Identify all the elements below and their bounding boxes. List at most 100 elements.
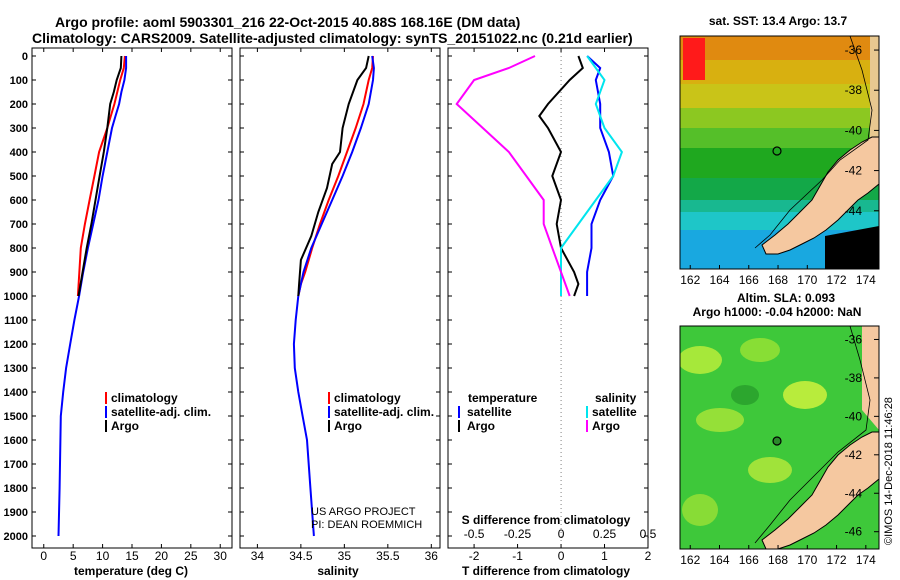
s-tick-label: 0 xyxy=(558,527,565,541)
lat-tick-label: -46 xyxy=(845,525,863,539)
x-tick-label: 20 xyxy=(155,549,169,563)
x-tick-label: 10 xyxy=(96,549,110,563)
x-tick-label: 1 xyxy=(601,549,608,563)
lon-tick-label: 170 xyxy=(797,273,817,287)
legend-label: Argo xyxy=(334,419,362,433)
depth-tick-label: 2000 xyxy=(4,531,28,543)
map-axes: -36 -38 -40 -42 -44 -46 162 164 166 168 170 172 174 -… xyxy=(680,43,879,567)
salinity-legend: climatology satellite-adj. clim. Argo xyxy=(328,391,434,433)
sst-map-frame xyxy=(679,35,880,270)
lat-tick-label: -44 xyxy=(845,486,863,500)
s-tick-label: -0.25 xyxy=(504,527,532,541)
lat-tick-label: -36 xyxy=(845,43,863,57)
legend-label: climatology xyxy=(111,391,178,405)
temperature-panel xyxy=(31,47,233,549)
x-tick-label: 35.5 xyxy=(376,549,400,563)
header-subtitle: Climatology: CARS2009. Satellite-adjuste… xyxy=(32,30,633,46)
temperature-legend: climatology satellite-adj. clim. Argo xyxy=(105,391,211,433)
series-line-salinity-satellite xyxy=(560,55,624,296)
profile-curves xyxy=(57,55,624,537)
x-tick-label: 34.5 xyxy=(289,549,313,563)
difference-panel xyxy=(447,47,649,549)
credit-pi: PI: DEAN ROEMMICH xyxy=(311,519,422,531)
legend-label: Argo xyxy=(111,419,139,433)
watermark: ©IMOS 14-Dec-2018 11:46:28 xyxy=(883,397,895,545)
series-line-argo xyxy=(297,55,370,297)
depth-tick-label: 1100 xyxy=(4,315,28,327)
legend-title-salinity: salinity xyxy=(595,391,637,405)
s-tick-label: 0.5 xyxy=(640,527,657,541)
salinity-axis-label: salinity xyxy=(317,564,359,578)
lat-tick-label: -36 xyxy=(845,332,863,346)
lat-tick-label: -44 xyxy=(845,204,863,218)
lat-tick-label: -46 xyxy=(845,244,863,258)
new-zealand-landmass xyxy=(761,136,879,255)
x-tick-label: 30 xyxy=(214,549,228,563)
lon-tick-label: 164 xyxy=(709,553,729,567)
header-title: Argo profile: aoml 5903301_216 22-Oct-20… xyxy=(55,14,520,30)
x-tick-label: 36 xyxy=(425,549,439,563)
difference-legend: temperature salinity satellite Argo sate… xyxy=(458,391,637,433)
x-tick-label: 25 xyxy=(184,549,198,563)
legend-label: satellite-adj. clim. xyxy=(334,405,434,419)
lat-tick-label: -42 xyxy=(845,448,863,462)
depth-tick-label: 1300 xyxy=(4,363,28,375)
x-tick-label: -2 xyxy=(469,549,480,563)
series-line-climatology xyxy=(297,55,374,297)
legend-label: satellite xyxy=(467,405,512,419)
depth-tick-label: 0 xyxy=(22,51,28,63)
lon-tick-label: 162 xyxy=(680,553,700,567)
depth-tick-label: 400 xyxy=(10,147,28,159)
sla-map-frame xyxy=(679,325,880,550)
depth-tick-label: 1700 xyxy=(4,459,28,471)
legend-label: climatology xyxy=(334,391,401,405)
legend-title-temperature: temperature xyxy=(468,391,538,405)
x-tick-label: -1 xyxy=(512,549,523,563)
depth-tick-label: 1900 xyxy=(4,507,28,519)
lon-tick-label: 172 xyxy=(827,553,847,567)
depth-axis: 0 100 200 300 400 500 600 700 800 900 1000 1100 1200… xyxy=(4,51,648,543)
sla-map xyxy=(680,326,879,549)
s-tick-label: -0.5 xyxy=(464,527,485,541)
depth-tick-label: 300 xyxy=(10,123,28,135)
lat-tick-label: -42 xyxy=(845,164,863,178)
depth-tick-label: 700 xyxy=(10,219,28,231)
x-tick-label: 0 xyxy=(40,549,47,563)
depth-tick-label: 200 xyxy=(10,99,28,111)
lon-tick-label: 174 xyxy=(856,553,876,567)
lon-tick-label: 164 xyxy=(709,273,729,287)
legend-label: Argo xyxy=(592,419,620,433)
legend-label: Argo xyxy=(467,419,495,433)
credit-project: US ARGO PROJECT xyxy=(311,506,416,518)
x-tick-label: 2 xyxy=(645,549,652,563)
salinity-panel xyxy=(239,47,441,549)
depth-tick-label: 1800 xyxy=(4,483,28,495)
lat-tick-label: -40 xyxy=(845,123,863,137)
s-tick-label: 0.25 xyxy=(593,527,617,541)
series-line-satellite-adj-clim xyxy=(292,55,375,537)
sla-map-subtitle: Argo h1000: -0.04 h2000: NaN xyxy=(693,305,862,319)
lon-tick-label: 174 xyxy=(856,273,876,287)
series-line-salinity-argo xyxy=(455,55,571,297)
x-tick-label: 34 xyxy=(251,549,265,563)
depth-tick-label: 1600 xyxy=(4,435,28,447)
depth-tick-label: 900 xyxy=(10,267,28,279)
lat-tick-label: -40 xyxy=(845,409,863,423)
temperature-axis-label: temperature (deg C) xyxy=(74,564,188,578)
x-tick-label: 35 xyxy=(338,549,352,563)
lat-tick-label: -38 xyxy=(845,371,863,385)
depth-tick-label: 1500 xyxy=(4,411,28,423)
x-tick-label: 5 xyxy=(70,549,77,563)
series-line-satellite-adj-clim xyxy=(57,56,128,537)
depth-tick-label: 500 xyxy=(10,171,28,183)
lon-tick-label: 168 xyxy=(768,553,788,567)
argo-float-marker xyxy=(772,146,782,156)
x-tick-label: 15 xyxy=(125,549,139,563)
depth-tick-label: 1000 xyxy=(4,291,28,303)
new-zealand-landmass xyxy=(761,431,879,549)
depth-tick-label: 600 xyxy=(10,195,28,207)
lon-tick-label: 166 xyxy=(739,553,759,567)
series-line-temperature-argo xyxy=(538,55,584,297)
lat-tick-label: -38 xyxy=(845,83,863,97)
